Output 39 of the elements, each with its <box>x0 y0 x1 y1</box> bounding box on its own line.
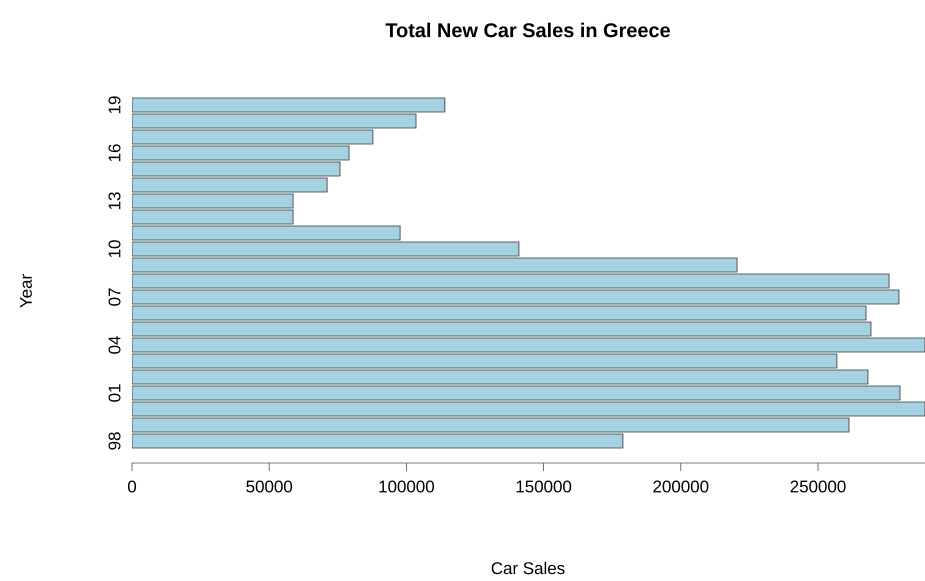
bar <box>132 258 738 272</box>
bar <box>132 354 838 368</box>
bar <box>132 226 400 240</box>
y-tick-label: 19 <box>108 96 120 114</box>
y-tick-label: 07 <box>108 288 120 306</box>
y-tick-label: 01 <box>108 384 120 402</box>
bar <box>132 178 328 192</box>
x-tick-label: 150000 <box>516 480 572 493</box>
y-tick-label: 13 <box>108 192 120 210</box>
bar <box>132 210 294 224</box>
chart-title: Total New Car Sales in Greece <box>386 22 670 38</box>
x-tick-label: 50000 <box>246 480 292 493</box>
x-axis-title: Car Sales <box>492 562 565 574</box>
bar <box>132 418 850 432</box>
y-tick-label: 10 <box>108 240 120 258</box>
bar <box>132 162 340 176</box>
y-tick-label: 04 <box>108 336 120 354</box>
bar <box>132 242 520 256</box>
bar <box>132 114 416 128</box>
bar <box>132 290 900 304</box>
bar <box>132 130 374 144</box>
bar <box>132 194 294 208</box>
bar <box>132 98 446 112</box>
bar <box>132 338 925 352</box>
y-tick-label: 16 <box>108 144 120 162</box>
y-tick-label: 98 <box>108 432 120 450</box>
y-axis-title: Year <box>20 274 32 308</box>
bar <box>132 434 624 448</box>
bar <box>132 306 866 320</box>
bar <box>132 146 350 160</box>
x-tick-label: 250000 <box>790 480 846 493</box>
bar <box>132 322 872 336</box>
x-tick-label: 0 <box>128 480 136 493</box>
bar <box>132 274 890 288</box>
bar <box>132 370 868 384</box>
bar <box>132 386 900 400</box>
x-tick-label: 200000 <box>653 480 708 493</box>
bar <box>132 402 925 416</box>
x-tick-label: 100000 <box>379 480 434 493</box>
